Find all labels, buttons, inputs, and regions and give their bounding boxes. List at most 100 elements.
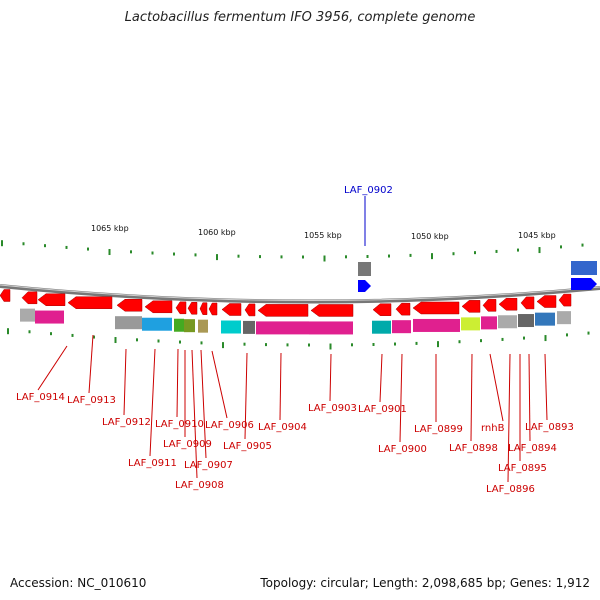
scale-label-1065: 1065 kbp <box>91 224 129 233</box>
gene-labels: LAF_0914 LAF_0913 LAF_0912 LAF_0911 LAF_0910… <box>16 392 574 495</box>
forward-gene-arrow[interactable] <box>358 280 371 292</box>
cog-box <box>142 317 172 331</box>
gene-label[interactable]: LAF_0894 <box>508 443 557 454</box>
reverse-gene-arrow[interactable] <box>310 304 354 317</box>
reverse-gene-arrow[interactable] <box>67 296 113 309</box>
label-line <box>544 353 548 421</box>
reverse-gene-arrow[interactable] <box>558 293 572 307</box>
cog-box <box>309 321 353 335</box>
label-line <box>329 353 332 402</box>
cog-track <box>20 308 571 335</box>
cog-box <box>35 310 64 324</box>
map-title: Lactobacillus fermentum IFO 3956, comple… <box>124 10 476 25</box>
gene-label[interactable]: LAF_0906 <box>205 420 254 431</box>
cog-box <box>221 320 241 334</box>
label-line <box>176 348 179 418</box>
scale-label-1045: 1045 kbp <box>518 231 556 240</box>
label-line <box>37 345 68 391</box>
reverse-gene-arrow[interactable] <box>144 300 173 314</box>
reverse-gene-arrow[interactable] <box>536 295 557 308</box>
accession-text: Accession: NC_010610 <box>10 576 147 590</box>
cog-box <box>518 314 534 328</box>
cog-box <box>372 320 391 334</box>
reverse-gene-arrow[interactable] <box>199 302 208 315</box>
reverse-gene-arrow[interactable] <box>520 296 535 310</box>
scale-ticks <box>1 240 590 350</box>
reverse-gene-arrow[interactable] <box>175 301 187 315</box>
gene-label[interactable]: LAF_0904 <box>258 422 307 433</box>
reverse-gene-arrow[interactable] <box>244 303 256 317</box>
cog-box <box>413 318 460 332</box>
cog-box <box>481 316 497 330</box>
label-line <box>149 348 156 457</box>
gene-label[interactable]: LAF_0896 <box>486 484 535 495</box>
label-line <box>399 353 403 443</box>
cog-box <box>198 319 208 333</box>
cog-box <box>498 315 517 329</box>
reverse-gene-arrow[interactable] <box>0 289 11 302</box>
reverse-gene-arrow[interactable] <box>482 299 497 312</box>
cog-box <box>392 320 411 334</box>
label-line <box>507 353 511 483</box>
cog-box <box>20 308 35 322</box>
reverse-gene-arrow[interactable] <box>37 293 66 306</box>
forward-gene-arrow[interactable] <box>571 278 597 290</box>
gene-label[interactable]: LAF_0911 <box>128 458 177 469</box>
scale-labels: 1065 kbp 1060 kbp 1055 kbp 1050 kbp 1045… <box>91 224 556 241</box>
reverse-gene-arrow[interactable] <box>187 302 198 315</box>
gene-label[interactable]: LAF_0895 <box>498 463 547 474</box>
gene-label[interactable]: LAF_0908 <box>175 480 224 491</box>
label-line <box>489 353 504 422</box>
reverse-gene-arrow[interactable] <box>208 302 218 316</box>
gene-label[interactable]: LAF_0900 <box>378 444 427 455</box>
reverse-gene-arrow[interactable] <box>395 302 411 316</box>
cog-box <box>256 321 309 335</box>
reverse-gene-arrow[interactable] <box>221 303 242 316</box>
gene-label-laf-0902[interactable]: LAF_0902 <box>344 185 393 196</box>
gene-label[interactable]: LAF_0910 <box>155 419 204 430</box>
scale-label-1060: 1060 kbp <box>198 228 236 237</box>
reverse-gene-arrow[interactable] <box>372 303 392 316</box>
scale-label-1055: 1055 kbp <box>304 231 342 240</box>
scale-label-1050: 1050 kbp <box>411 232 449 241</box>
label-line <box>244 352 248 440</box>
gene-label[interactable]: LAF_0898 <box>449 443 498 454</box>
gene-label[interactable]: LAF_0907 <box>184 460 233 471</box>
gene-label[interactable]: LAF_0905 <box>223 441 272 452</box>
topology-text: Topology: circular; Length: 2,098,685 bp… <box>260 576 590 590</box>
label-line <box>528 353 531 442</box>
cog-box <box>461 317 480 331</box>
gene-label[interactable]: LAF_0913 <box>67 395 116 406</box>
gene-track <box>0 261 597 317</box>
genome-backbone-highlight <box>0 284 600 302</box>
label-line <box>379 353 383 403</box>
gene-label[interactable]: LAF_0899 <box>414 424 463 435</box>
gene-label[interactable]: LAF_0909 <box>163 439 212 450</box>
gene-label[interactable]: LAF_0914 <box>16 392 65 403</box>
cog-box <box>358 262 371 276</box>
reverse-gene-arrow[interactable] <box>21 291 38 305</box>
label-line <box>191 349 198 479</box>
label-line <box>470 353 473 442</box>
cog-box <box>535 312 555 326</box>
cog-box <box>115 316 142 330</box>
reverse-gene-arrow[interactable] <box>498 297 518 311</box>
reverse-gene-arrow[interactable] <box>461 300 481 313</box>
reverse-gene-arrow[interactable] <box>412 301 460 315</box>
label-line <box>88 334 94 394</box>
gene-label[interactable]: LAF_0901 <box>358 404 407 415</box>
cog-box <box>174 318 184 332</box>
label-line <box>200 349 207 459</box>
gene-label[interactable]: LAF_0912 <box>102 417 151 428</box>
gene-label[interactable]: LAF_0893 <box>525 422 574 433</box>
reverse-gene-arrow[interactable] <box>257 304 309 317</box>
cog-box <box>571 261 597 275</box>
reverse-gene-arrow[interactable] <box>116 298 143 312</box>
gene-label[interactable]: rnhB <box>481 423 505 434</box>
genome-backbone <box>0 284 600 304</box>
label-lines <box>37 334 548 483</box>
gene-label[interactable]: LAF_0903 <box>308 403 357 414</box>
label-line <box>279 352 282 421</box>
cog-box <box>557 311 571 325</box>
